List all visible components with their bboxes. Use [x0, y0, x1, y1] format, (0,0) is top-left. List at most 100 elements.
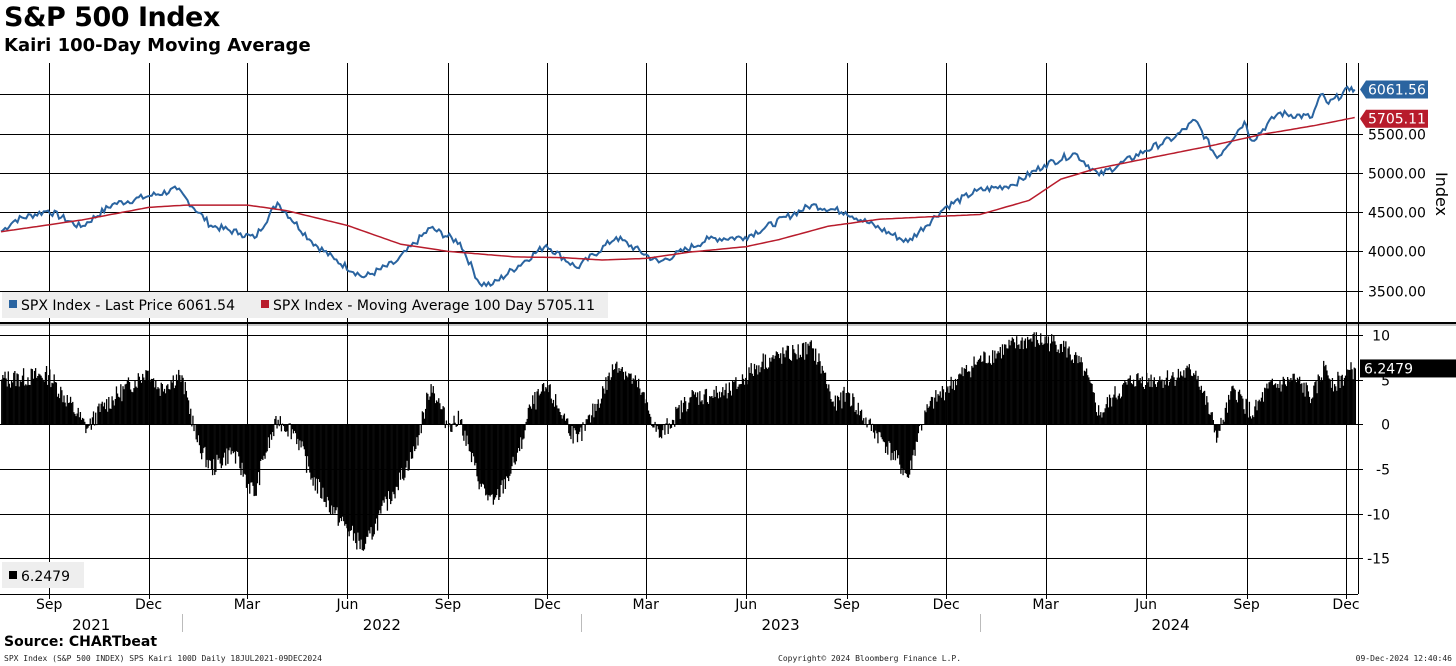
kairi-bar: [533, 403, 535, 425]
kairi-bar: [609, 379, 611, 425]
kairi-bar: [229, 424, 231, 448]
kairi-bar: [523, 424, 525, 439]
kairi-bar: [846, 393, 848, 425]
kairi-bar: [34, 368, 37, 425]
kairi-bar: [540, 391, 543, 425]
kairi-bar: [832, 401, 834, 425]
kairi-bar: [935, 390, 937, 425]
kairi-bar: [604, 393, 606, 425]
kairi-bar: [1249, 416, 1252, 425]
kairi-bar: [744, 384, 746, 425]
kairi-bar: [929, 400, 932, 425]
kairi-bar: [546, 388, 548, 425]
kairi-bar: [666, 418, 668, 425]
kairi-bar: [157, 387, 159, 425]
kairi-bar: [1016, 336, 1018, 425]
kairi-bar: [579, 424, 581, 432]
kairi-bar: [1202, 391, 1205, 425]
source-note: Source: CHARTbeat: [4, 634, 158, 650]
kairi-bar: [138, 376, 141, 425]
kairi-bar: [1262, 401, 1265, 425]
kairi-bar: [1179, 371, 1182, 425]
kairi-bar: [1350, 362, 1352, 425]
kairi-bar: [886, 424, 888, 447]
kairi-bar: [1173, 377, 1175, 425]
kairi-bar: [651, 424, 653, 426]
kairi-bar: [346, 424, 348, 529]
kairi-bar: [879, 424, 881, 433]
kairi-bar: [289, 423, 291, 425]
kairi-bar: [117, 396, 120, 425]
kairi-bar: [1170, 378, 1172, 425]
kairi-bar: [404, 424, 406, 478]
kairi-bar: [556, 405, 558, 425]
kairi-bar: [88, 424, 90, 426]
kairi-bar: [900, 424, 902, 474]
kairi-bar: [1308, 396, 1311, 425]
kairi-bar: [203, 424, 205, 449]
kairi-bar: [986, 363, 988, 425]
kairi-bar: [934, 397, 936, 425]
kairi-bar: [963, 368, 965, 425]
kairi-bar: [441, 409, 443, 425]
kairi-bar: [1244, 413, 1246, 425]
kairi-bar: [843, 386, 845, 425]
kairi-bar: [1079, 362, 1081, 425]
kairi-bar: [302, 424, 304, 447]
kairi-bar: [358, 424, 360, 541]
kairi-bar: [18, 386, 20, 425]
kairi-bar: [527, 407, 529, 425]
kairi-bar: [310, 424, 312, 480]
kairi-bar: [308, 424, 310, 467]
kairi-bar: [286, 424, 288, 432]
kairi-bar: [555, 394, 557, 425]
kairi-bar: [202, 424, 204, 453]
kairi-bar: [1009, 345, 1011, 425]
kairi-bar: [1114, 386, 1116, 425]
kairi-bar: [238, 424, 240, 457]
kairi-bar: [99, 412, 101, 425]
kairi-bar: [1052, 341, 1054, 425]
kairi-bar: [334, 424, 336, 514]
kairi-bar: [951, 388, 953, 425]
kairi-bar: [185, 390, 188, 425]
kairi-bar: [120, 384, 122, 425]
kairi-bar: [889, 424, 891, 443]
kairi-bar: [1320, 377, 1323, 425]
kairi-bar: [1123, 383, 1125, 425]
kairi-bar: [1280, 391, 1282, 425]
kairi-bar: [1166, 370, 1169, 425]
kairi-bar: [351, 424, 354, 526]
kairi-bar: [1198, 386, 1200, 425]
kairi-bar: [642, 391, 644, 425]
kairi-bar: [483, 424, 486, 489]
kairi-bar: [1214, 424, 1217, 431]
kairi-bar: [476, 424, 478, 477]
kairi-bar: [1076, 355, 1078, 425]
kairi-bar: [1160, 381, 1162, 425]
kairi-bar: [522, 424, 524, 440]
kairi-bar: [1309, 403, 1312, 425]
kairi-bar: [1146, 372, 1148, 425]
kairi-bar: [756, 365, 758, 425]
kairi-bar: [9, 387, 12, 425]
kairi-bar: [219, 424, 221, 464]
kairi-bar: [1273, 384, 1276, 425]
moving-average-line: [1, 116, 1355, 261]
kairi-bar: [38, 373, 40, 425]
legend-swatch-kairi: [9, 571, 17, 579]
kairi-bar: [207, 424, 209, 469]
x-month-label: Sep: [36, 597, 63, 613]
kairi-bar: [1118, 393, 1121, 425]
kairi-bar: [728, 382, 731, 425]
kairi-bar: [748, 367, 750, 425]
kairi-bar: [1090, 383, 1092, 425]
kairi-bar: [168, 389, 170, 425]
kairi-bar: [1223, 421, 1225, 425]
kairi-bar: [857, 402, 859, 425]
kairi-bar: [695, 397, 698, 425]
kairi-bar: [941, 386, 944, 425]
kairi-bar: [113, 405, 115, 425]
kairi-bar: [1296, 377, 1299, 425]
kairi-bar: [1241, 395, 1243, 425]
